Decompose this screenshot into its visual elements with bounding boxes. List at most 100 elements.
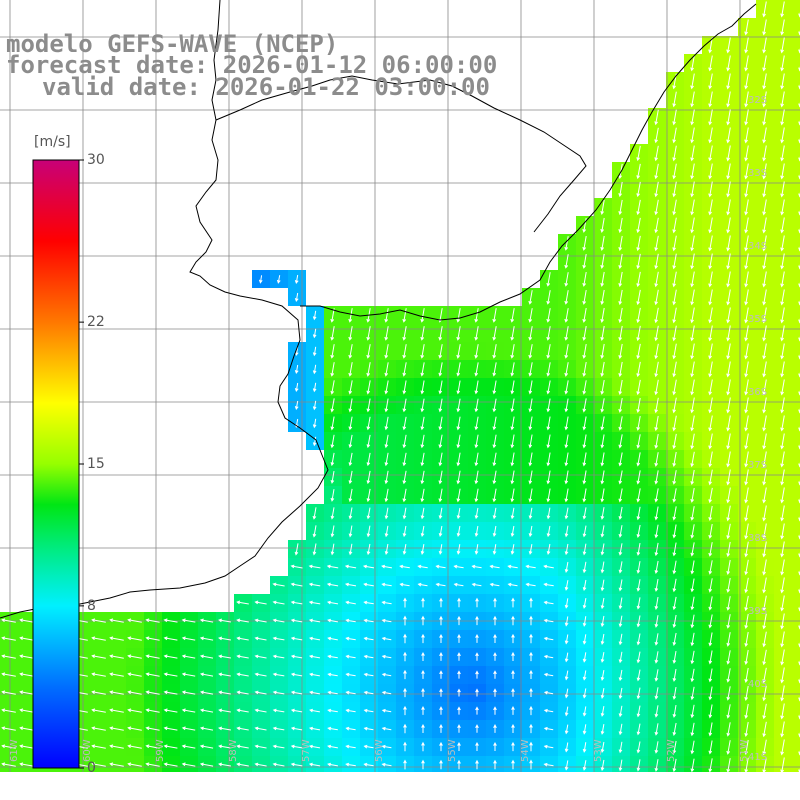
wind-arrow <box>564 525 569 538</box>
wind-arrow <box>366 362 371 377</box>
wind-arrow <box>672 163 677 180</box>
wind-arrow <box>780 181 785 198</box>
wind-arrow <box>690 325 695 342</box>
wind-arrow <box>1 690 16 695</box>
wind-arrow <box>708 578 713 593</box>
wind-arrow <box>546 434 551 449</box>
wind-arrow <box>312 364 317 375</box>
wind-arrow <box>600 579 605 592</box>
wind-arrow <box>600 724 605 735</box>
wind-arrow <box>366 326 371 341</box>
wind-arrow <box>348 380 353 395</box>
wind-arrow <box>272 582 285 587</box>
wind-arrow <box>474 470 479 485</box>
wind-arrow <box>654 379 659 396</box>
wind-arrow <box>618 669 623 682</box>
wind-arrow <box>403 723 407 734</box>
wind-arrow <box>493 615 497 626</box>
wind-arrow <box>435 564 446 569</box>
longitude-label: 56W <box>374 739 385 762</box>
wind-arrow <box>474 308 479 323</box>
wind-arrow <box>636 669 641 682</box>
wind-arrow <box>344 564 357 569</box>
wind-arrow <box>474 398 479 413</box>
wind-arrow <box>744 631 749 648</box>
wind-arrow <box>276 275 281 284</box>
wind-arrow <box>528 525 533 538</box>
wind-arrow <box>582 760 587 771</box>
wind-arrow <box>91 762 106 767</box>
wind-arrow <box>384 452 389 467</box>
wind-arrow <box>91 654 106 659</box>
wind-arrow <box>402 507 407 520</box>
wind-arrow <box>1 618 16 623</box>
wind-arrow <box>290 726 303 731</box>
wind-arrow <box>529 615 533 626</box>
wind-arrow <box>762 649 767 666</box>
wind-arrow <box>493 724 497 733</box>
wind-arrow <box>726 559 731 576</box>
wind-arrow <box>744 397 749 414</box>
wind-arrow <box>453 582 464 587</box>
wind-arrow <box>294 274 299 284</box>
wind-arrow <box>363 762 374 767</box>
longitude-label: 61W <box>9 739 20 762</box>
wind-arrow <box>381 672 392 677</box>
wind-arrow <box>780 127 785 144</box>
wind-arrow <box>381 762 392 767</box>
wind-arrow <box>618 488 623 503</box>
wind-arrow <box>384 507 389 520</box>
wind-arrow <box>564 561 569 574</box>
wind-arrow <box>492 416 497 431</box>
speed-cell <box>792 414 800 432</box>
wind-arrow <box>672 578 677 593</box>
wind-arrow <box>708 614 713 629</box>
wind-arrow <box>690 145 695 162</box>
latitude-label: 40S <box>748 679 768 690</box>
wind-arrow <box>744 145 749 162</box>
wind-arrow <box>272 600 285 605</box>
wind-arrow <box>762 703 767 720</box>
longitude-label: 52W <box>666 739 677 762</box>
wind-arrow <box>600 307 605 324</box>
wind-arrow <box>493 652 497 661</box>
wind-arrow <box>510 434 515 449</box>
wind-arrow <box>402 326 407 341</box>
wind-arrow <box>618 597 623 610</box>
wind-arrow <box>744 469 749 486</box>
speed-cell <box>792 270 800 288</box>
wind-arrow <box>672 361 677 378</box>
wind-arrow <box>493 706 497 715</box>
wind-arrow <box>528 362 533 377</box>
speed-cell <box>792 738 800 756</box>
wind-arrow <box>600 488 605 503</box>
wind-arrow <box>19 744 34 749</box>
wind-arrow <box>726 145 731 162</box>
speed-cell <box>792 180 800 198</box>
wind-arrow <box>363 600 374 605</box>
wind-arrow <box>708 127 713 144</box>
wind-arrow <box>582 452 587 467</box>
wind-arrow <box>420 507 425 520</box>
wind-arrow <box>654 470 659 485</box>
wind-arrow <box>218 762 231 767</box>
wind-arrow <box>690 614 695 629</box>
wind-arrow <box>744 487 749 504</box>
wind-arrow <box>218 636 231 641</box>
wind-arrow <box>474 544 479 555</box>
wind-arrow <box>528 308 533 323</box>
wind-arrow <box>312 382 317 393</box>
wind-arrow <box>780 163 785 180</box>
wind-arrow <box>582 254 587 269</box>
wind-arrow <box>529 723 533 734</box>
wind-arrow <box>636 253 641 270</box>
wind-arrow <box>744 361 749 378</box>
wind-arrow <box>91 708 106 713</box>
speed-cell <box>792 522 800 540</box>
wind-arrow <box>690 560 695 575</box>
wind-arrow <box>109 726 124 731</box>
latitude-label: 34S <box>748 241 768 252</box>
wind-arrow <box>218 744 231 749</box>
wind-arrow <box>510 308 515 323</box>
wind-arrow <box>456 470 461 485</box>
